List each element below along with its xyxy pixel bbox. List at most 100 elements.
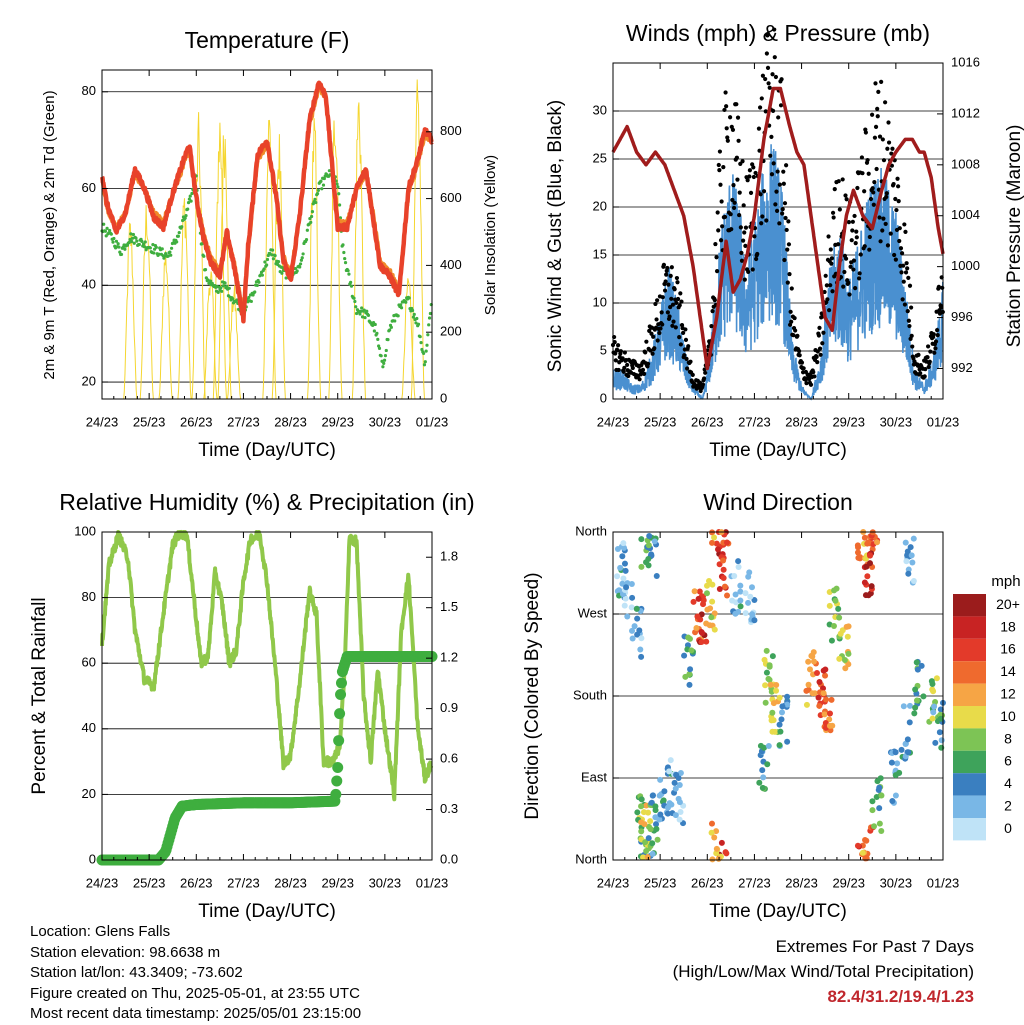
wind-direction-point xyxy=(893,772,899,778)
gust-point xyxy=(710,309,714,313)
gust-point xyxy=(882,158,886,162)
gust-point xyxy=(669,297,673,301)
xtick-label: 29/23 xyxy=(832,875,865,890)
dewpoint-point xyxy=(428,316,431,319)
dewpoint-point xyxy=(400,306,403,309)
wind-direction-point xyxy=(773,688,779,694)
gust-point xyxy=(871,190,875,194)
gust-point xyxy=(869,197,873,201)
xtick-label: 26/23 xyxy=(180,414,213,429)
gust-point xyxy=(769,135,773,139)
colorbar-label: 18 xyxy=(1000,618,1016,634)
ytick-label: 15 xyxy=(593,246,607,261)
y-axis-label-3: Direction (Colored By Speed) xyxy=(522,572,543,819)
gust-point xyxy=(637,377,641,381)
wind-direction-point xyxy=(803,688,809,694)
wind-direction-point xyxy=(677,782,683,788)
dewpoint-point xyxy=(138,243,141,246)
wind-direction-point xyxy=(808,653,814,659)
dewpoint-point xyxy=(375,332,378,335)
gust-point xyxy=(883,100,887,104)
dewpoint-point xyxy=(353,300,356,303)
gust-point xyxy=(734,102,738,106)
wind-direction-point xyxy=(909,559,915,565)
gust-point xyxy=(766,66,770,70)
gust-point xyxy=(654,317,658,321)
wind-direction-point xyxy=(760,785,766,791)
dewpoint-point xyxy=(397,314,400,317)
wind-direction-point xyxy=(698,639,704,645)
ytick-label: 60 xyxy=(82,180,96,195)
xtick-label: 28/23 xyxy=(785,414,818,429)
gust-point xyxy=(688,360,692,364)
gust-point xyxy=(655,298,659,302)
dewpoint-point xyxy=(133,242,136,245)
gust-point xyxy=(729,212,733,216)
ytick-label: 40 xyxy=(82,720,96,735)
solar-insolation-line xyxy=(308,118,321,399)
wind-direction-point xyxy=(893,749,899,755)
wind-direction-point xyxy=(657,793,663,799)
y2tick-label: 1008 xyxy=(951,156,980,171)
wind-direction-point xyxy=(759,767,765,773)
wind-direction-point xyxy=(937,729,943,735)
wind-direction-point xyxy=(703,621,709,627)
y2-axis-label-0: Solar Insolation (Yellow) xyxy=(482,155,499,315)
wind-direction-point xyxy=(723,849,729,855)
gust-point xyxy=(829,247,833,251)
gust-point xyxy=(736,139,740,143)
wind-direction-point xyxy=(769,729,775,735)
gust-point xyxy=(739,251,743,255)
gust-point xyxy=(652,346,656,350)
dewpoint-point xyxy=(117,242,120,245)
gust-point xyxy=(776,169,780,173)
colorbar-swatch xyxy=(953,594,986,616)
y2tick-label: 0.9 xyxy=(440,700,458,715)
gust-point xyxy=(666,310,670,314)
dewpoint-point xyxy=(180,225,183,228)
gust-point xyxy=(664,273,668,277)
y2tick-label: 0.0 xyxy=(440,851,458,866)
colorbar-swatch xyxy=(953,818,986,840)
gust-point xyxy=(831,211,835,215)
dewpoint-point xyxy=(337,192,340,195)
wind-direction-point xyxy=(681,653,687,659)
wind-direction-point xyxy=(622,603,628,609)
wind-direction-point xyxy=(707,605,713,611)
gust-point xyxy=(662,263,666,267)
ytick-label: 80 xyxy=(82,83,96,98)
gust-point xyxy=(905,266,909,270)
gust-point xyxy=(759,221,763,225)
gust-point xyxy=(757,127,761,131)
wind-direction-point xyxy=(779,703,785,709)
dewpoint-point xyxy=(352,297,355,300)
gust-point xyxy=(854,241,858,245)
gust-point xyxy=(722,108,726,112)
gust-point xyxy=(902,280,906,284)
gust-point xyxy=(828,283,832,287)
gust-point xyxy=(658,326,662,330)
colorbar-swatch xyxy=(953,616,986,638)
colorbar-label: 12 xyxy=(1000,686,1016,702)
ytick-label: 30 xyxy=(593,102,607,117)
gust-point xyxy=(651,335,655,339)
wind-direction-point xyxy=(641,809,647,815)
wind-direction-point xyxy=(638,635,644,641)
wind-direction-point xyxy=(634,809,640,815)
ytick-label: South xyxy=(573,687,607,702)
gust-point xyxy=(872,203,876,207)
gust-point xyxy=(844,257,848,261)
gust-point xyxy=(873,81,877,85)
gust-point xyxy=(817,326,821,330)
chart-title-2: Relative Humidity (%) & Precipitation (i… xyxy=(59,489,474,515)
wind-direction-point xyxy=(720,558,726,564)
gust-point xyxy=(940,286,944,290)
wind-direction-point xyxy=(630,636,636,642)
wind-direction-point xyxy=(764,670,770,676)
gust-point xyxy=(641,368,645,372)
wind-direction-point xyxy=(732,611,738,617)
gust-point xyxy=(787,272,791,276)
dewpoint-point xyxy=(336,185,339,188)
gust-point xyxy=(746,178,750,182)
y2tick-label: 0 xyxy=(440,390,447,405)
